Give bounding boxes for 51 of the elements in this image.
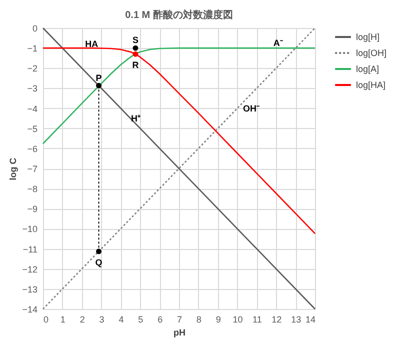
y-tick-label: −1 — [27, 44, 38, 54]
x-tick-label: 12 — [272, 314, 282, 324]
annotation: P — [96, 73, 102, 84]
point — [132, 45, 138, 51]
x-tick-label: 9 — [216, 314, 221, 324]
point — [96, 82, 102, 88]
y-tick-label: −13 — [22, 284, 38, 294]
x-tick-label: 8 — [196, 314, 202, 324]
annotation: H⁺ — [130, 113, 140, 124]
y-tick-label: −14 — [22, 304, 38, 314]
annotation: OH⁻ — [243, 103, 260, 114]
y-tick-label: −3 — [27, 84, 38, 94]
x-tick-label: 2 — [80, 314, 85, 324]
annotation: R — [132, 60, 140, 70]
y-tick-label: −10 — [22, 224, 38, 234]
x-tick-label: 5 — [138, 314, 144, 324]
legend-label: log[HA] — [356, 80, 386, 90]
y-tick-label: −4 — [27, 104, 38, 114]
annotation: HA — [85, 39, 99, 50]
x-tick-label: 7 — [176, 314, 182, 324]
x-tick-label: 14 — [305, 314, 316, 324]
y-tick-label: −12 — [22, 264, 38, 274]
point — [96, 248, 102, 254]
y-tick-label: −6 — [27, 144, 38, 154]
y-tick-label: −5 — [27, 124, 38, 134]
x-tick-label: 1 — [60, 314, 66, 324]
y-axis-title: log C — [8, 157, 18, 180]
legend-label: log[H] — [356, 32, 380, 42]
annotation: Q — [95, 257, 102, 268]
legend-label: log[OH] — [356, 48, 387, 58]
line-series — [42, 47, 316, 144]
x-tick-label: 13 — [291, 314, 302, 324]
y-tick-label: −9 — [27, 204, 38, 214]
line-series — [42, 47, 316, 234]
chart-title: 0.1 M 酢酸の対数濃度図 — [125, 9, 233, 21]
x-tick-label: 4 — [118, 314, 124, 324]
y-tick-label: −7 — [27, 164, 38, 174]
y-tick-label: −8 — [27, 184, 38, 194]
point — [132, 51, 138, 57]
x-axis-title: pH — [174, 328, 186, 338]
x-tick-label: 6 — [158, 314, 163, 324]
annotation: A⁻ — [273, 38, 283, 48]
x-tick-label: 3 — [99, 314, 104, 324]
x-tick-label: 11 — [252, 314, 262, 324]
annotation: S — [132, 35, 138, 46]
y-tick-label: −11 — [22, 244, 38, 254]
y-tick-label: 0 — [32, 24, 38, 34]
y-tick-label: −2 — [27, 64, 38, 74]
x-tick-label: 0 — [44, 314, 49, 324]
legend-label: log[A] — [356, 64, 380, 74]
x-tick-label: 10 — [232, 314, 243, 324]
